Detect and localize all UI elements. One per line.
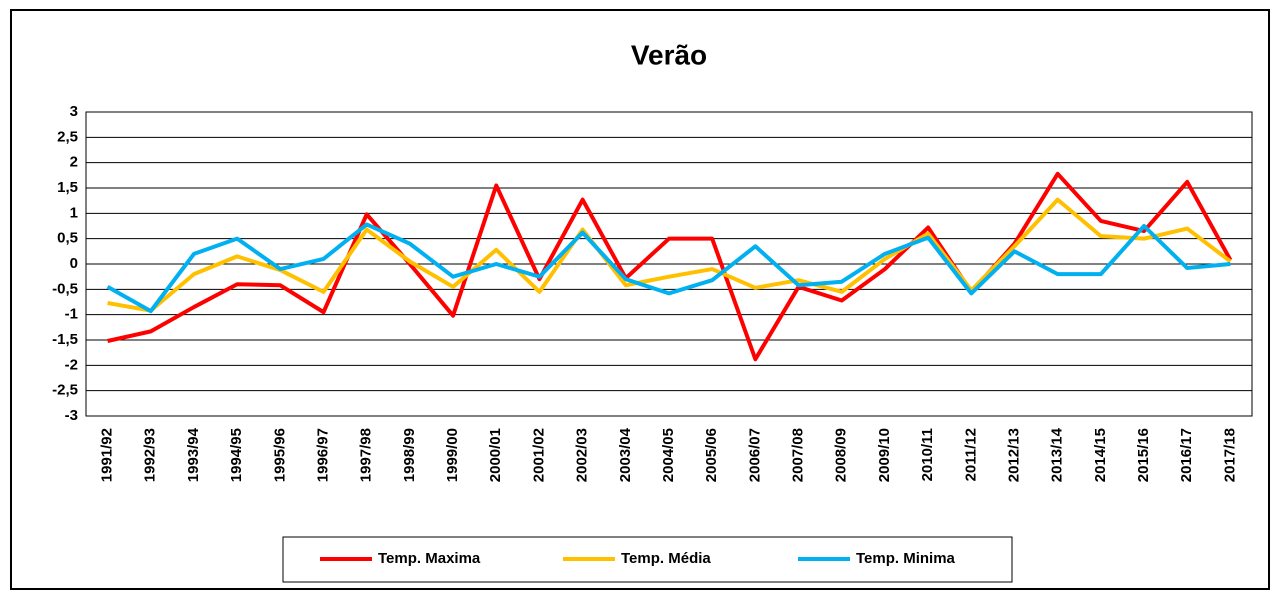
x-tick-label: 2010/11 [919, 428, 936, 481]
y-tick-label: 1 [70, 204, 78, 221]
x-tick-label: 1992/93 [142, 428, 159, 482]
x-tick-label: 1998/99 [401, 428, 418, 482]
data-line [107, 171, 1233, 362]
y-tick-label: 2 [70, 154, 78, 171]
y-tick-label: -2,5 [52, 382, 78, 399]
x-tick-label: 2006/07 [746, 428, 763, 482]
x-tick-label: 2008/09 [833, 428, 850, 482]
x-tick-label: 2016/17 [1178, 428, 1195, 482]
x-tick-label: 2011/12 [962, 428, 979, 481]
x-tick-label: 1996/97 [314, 428, 331, 482]
legend-label: Temp. Minima [856, 550, 956, 567]
plot-border [85, 111, 1253, 417]
y-tick-label: 2,5 [57, 128, 78, 145]
x-tick-label: 2015/16 [1135, 428, 1152, 482]
y-tick-label: -1 [65, 306, 78, 323]
x-tick-label: 2012/13 [1005, 428, 1022, 482]
y-tick-label: -1,5 [52, 331, 78, 348]
x-tick-label: 2000/01 [487, 428, 504, 482]
y-tick-label: -3 [65, 407, 78, 424]
x-tick-label: 1999/00 [444, 428, 461, 482]
x-tick-label: 1991/92 [99, 428, 116, 482]
x-tick-label: 1995/96 [271, 428, 288, 482]
x-tick-label: 2009/10 [876, 428, 893, 482]
x-tick-label: 2005/06 [703, 428, 720, 482]
legend-box [282, 536, 1013, 583]
y-tick-label: 1,5 [57, 179, 78, 196]
chart-border [10, 9, 1270, 590]
y-tick-label: 0,5 [57, 230, 78, 247]
x-tick-label: 1994/95 [228, 428, 245, 482]
legend-label: Temp. Média [621, 550, 711, 567]
data-line [106, 222, 1231, 314]
y-tick-label: 3 [70, 103, 78, 120]
data-line [107, 197, 1232, 313]
x-tick-label: 1997/98 [358, 428, 375, 482]
y-tick-label: 0 [70, 255, 78, 272]
y-tick-label: -2 [65, 356, 78, 373]
x-tick-label: 2014/15 [1092, 428, 1109, 482]
x-tick-label: 2001/02 [530, 428, 547, 482]
chart-title: Verão [631, 39, 707, 70]
x-tick-label: 2003/04 [617, 427, 634, 482]
x-tick-label: 2017/18 [1221, 428, 1238, 482]
legend-label: Temp. Maxima [378, 550, 481, 567]
x-tick-label: 2013/14 [1049, 427, 1066, 482]
x-tick-label: 2007/08 [790, 428, 807, 482]
x-tick-label: 1993/94 [185, 427, 202, 482]
x-tick-label: 2002/03 [574, 428, 591, 482]
x-tick-label: 2004/05 [660, 428, 677, 482]
y-tick-label: -0,5 [52, 280, 78, 297]
